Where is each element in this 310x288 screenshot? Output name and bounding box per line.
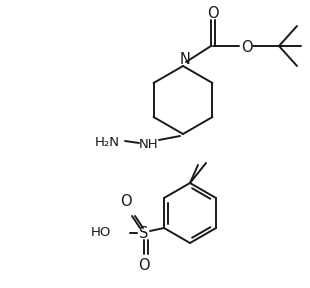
Text: S: S — [139, 226, 149, 240]
Text: NH: NH — [139, 137, 159, 151]
Text: N: N — [179, 52, 190, 67]
Text: HO: HO — [91, 226, 111, 240]
Text: O: O — [241, 39, 253, 54]
Text: O: O — [207, 5, 219, 20]
Text: H₂N: H₂N — [95, 135, 119, 149]
Text: O: O — [120, 194, 132, 209]
Text: O: O — [138, 259, 150, 274]
